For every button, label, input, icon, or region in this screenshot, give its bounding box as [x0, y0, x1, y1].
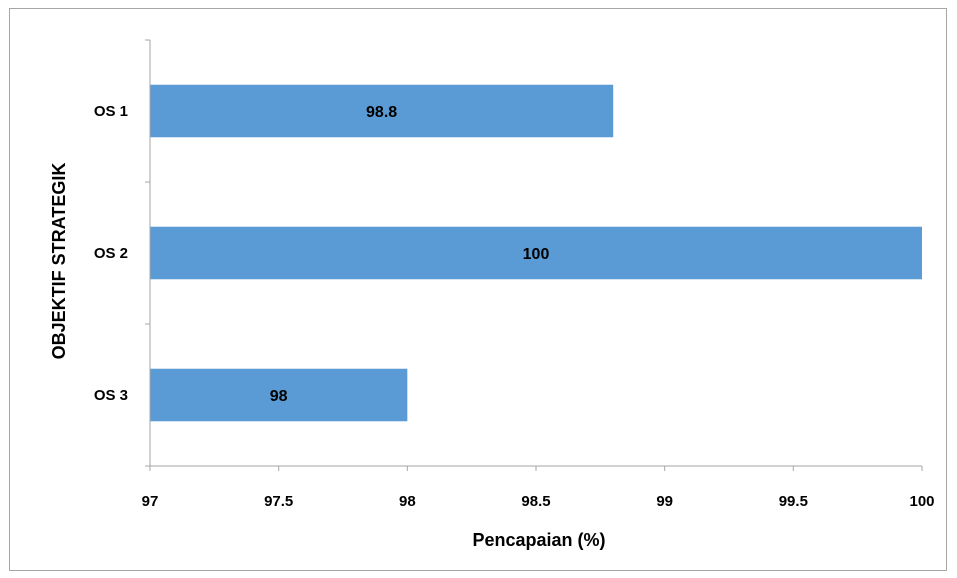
x-tick-label-6: 99.5	[779, 493, 808, 510]
y-axis-title: OBJEKTIF STRATEGIK	[49, 163, 69, 360]
x-tick-label-1: 97	[142, 493, 159, 510]
x-tick-label-7: 100	[909, 493, 934, 510]
category-label-1: OS 1	[94, 103, 128, 120]
category-label-3: OS 3	[94, 387, 128, 404]
axes-group	[145, 39, 923, 471]
bar-1	[150, 84, 614, 138]
x-axis-title: Pencapaian (%)	[472, 530, 605, 550]
bar-3	[150, 368, 408, 422]
data-label-1: 98.8	[366, 104, 397, 121]
data-label-3: 98	[270, 388, 288, 405]
x-tick-label-3: 98	[399, 493, 416, 510]
bar-2	[150, 226, 922, 280]
bars-group	[150, 84, 922, 422]
x-tick-label-5: 99	[656, 493, 673, 510]
data-label-2: 100	[523, 246, 550, 263]
x-tick-label-2: 97.5	[264, 493, 293, 510]
category-label-2: OS 2	[94, 245, 128, 262]
labels-group: 98.8 OS 1 100 OS 2 98 OS 3 97 97.5 98 98.5 99 99.5 1…	[94, 103, 935, 510]
x-tick-label-4: 98.5	[521, 493, 550, 510]
